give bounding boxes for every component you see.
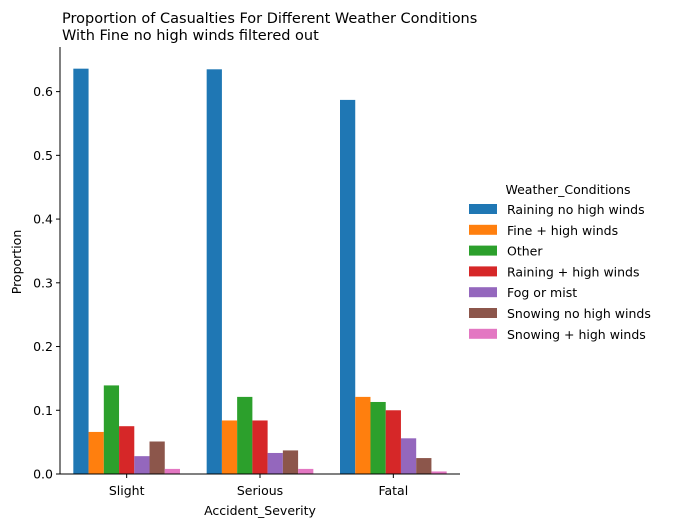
bar-slight-raining-high-winds: [119, 426, 135, 474]
bar-serious-snowing-no-high-winds: [282, 450, 299, 474]
bar-fatal-fine-high-winds: [355, 396, 371, 474]
y-tick-label: 0.3: [33, 275, 53, 290]
x-tick-label-slight: Slight: [109, 483, 145, 498]
bar-fatal-snowing-high-winds: [431, 471, 447, 474]
y-tick-label: 0.5: [33, 148, 53, 163]
bar-serious-snowing-high-winds: [298, 468, 314, 474]
bar-fatal-snowing-no-high-winds: [416, 458, 432, 474]
y-tick-label: 0.4: [33, 212, 53, 227]
x-axis-label: Accident_Severity: [204, 503, 316, 518]
y-tick-label: 0.1: [33, 403, 53, 418]
legend-label-other: Other: [507, 244, 543, 259]
legend-label-fog-or-mist: Fog or mist: [507, 285, 577, 300]
legend-label-raining-no-high-winds: Raining no high winds: [507, 202, 645, 217]
legend-label-raining-high-winds: Raining + high winds: [507, 264, 640, 279]
bar-serious-other: [237, 396, 253, 474]
chart-title: Proportion of Casualties For Different W…: [62, 11, 477, 44]
y-tick-label: 0.0: [33, 467, 53, 482]
bar-serious-fog-or-mist: [267, 452, 283, 474]
legend-swatch-fog-or-mist: [469, 287, 497, 298]
bar-fatal-other: [370, 401, 386, 474]
bar-slight-snowing-no-high-winds: [149, 441, 165, 474]
bar-slight-raining-no-high-winds: [73, 68, 89, 475]
legend-swatch-raining-high-winds: [469, 266, 497, 277]
title-line-1: Proportion of Casualties For Different W…: [62, 11, 477, 27]
legend: Weather_Conditions Raining no high winds…: [469, 182, 651, 342]
bar-serious-raining-high-winds: [252, 420, 268, 474]
y-axis-label: Proportion: [9, 230, 24, 295]
bar-slight-fog-or-mist: [134, 456, 150, 474]
legend-swatch-snowing-high-winds: [469, 328, 497, 339]
y-tick-label: 0.2: [33, 339, 53, 354]
x-tick-label-fatal: Fatal: [378, 483, 408, 498]
bar-serious-fine-high-winds: [221, 420, 238, 474]
legend-label-snowing-no-high-winds: Snowing no high winds: [507, 306, 651, 321]
legend-swatch-snowing-no-high-winds: [469, 308, 497, 318]
x-axis: Slight Serious Fatal: [60, 473, 460, 498]
bar-serious-raining-no-high-winds: [206, 69, 222, 474]
bars-layer: [73, 68, 447, 475]
y-axis: 0.0 0.1 0.2 0.3 0.4 0.5 0.6: [33, 47, 61, 482]
bar-fatal-raining-high-winds: [385, 410, 401, 474]
legend-swatch-raining-no-high-winds: [469, 204, 497, 214]
y-tick-label: 0.6: [33, 84, 53, 99]
legend-title: Weather_Conditions: [505, 182, 630, 197]
title-line-2: With Fine no high winds filtered out: [62, 28, 319, 44]
bar-slight-other: [103, 385, 120, 474]
bar-fatal-raining-no-high-winds: [340, 99, 356, 475]
legend-label-fine-high-winds: Fine + high winds: [507, 223, 618, 238]
bar-fatal-fog-or-mist: [400, 438, 417, 474]
bar-slight-fine-high-winds: [88, 431, 104, 474]
legend-swatch-fine-high-winds: [469, 224, 497, 235]
bar-slight-snowing-high-winds: [164, 468, 180, 474]
legend-label-snowing-high-winds: Snowing + high winds: [507, 327, 646, 342]
x-tick-label-serious: Serious: [237, 483, 283, 498]
legend-swatch-other: [469, 245, 497, 256]
